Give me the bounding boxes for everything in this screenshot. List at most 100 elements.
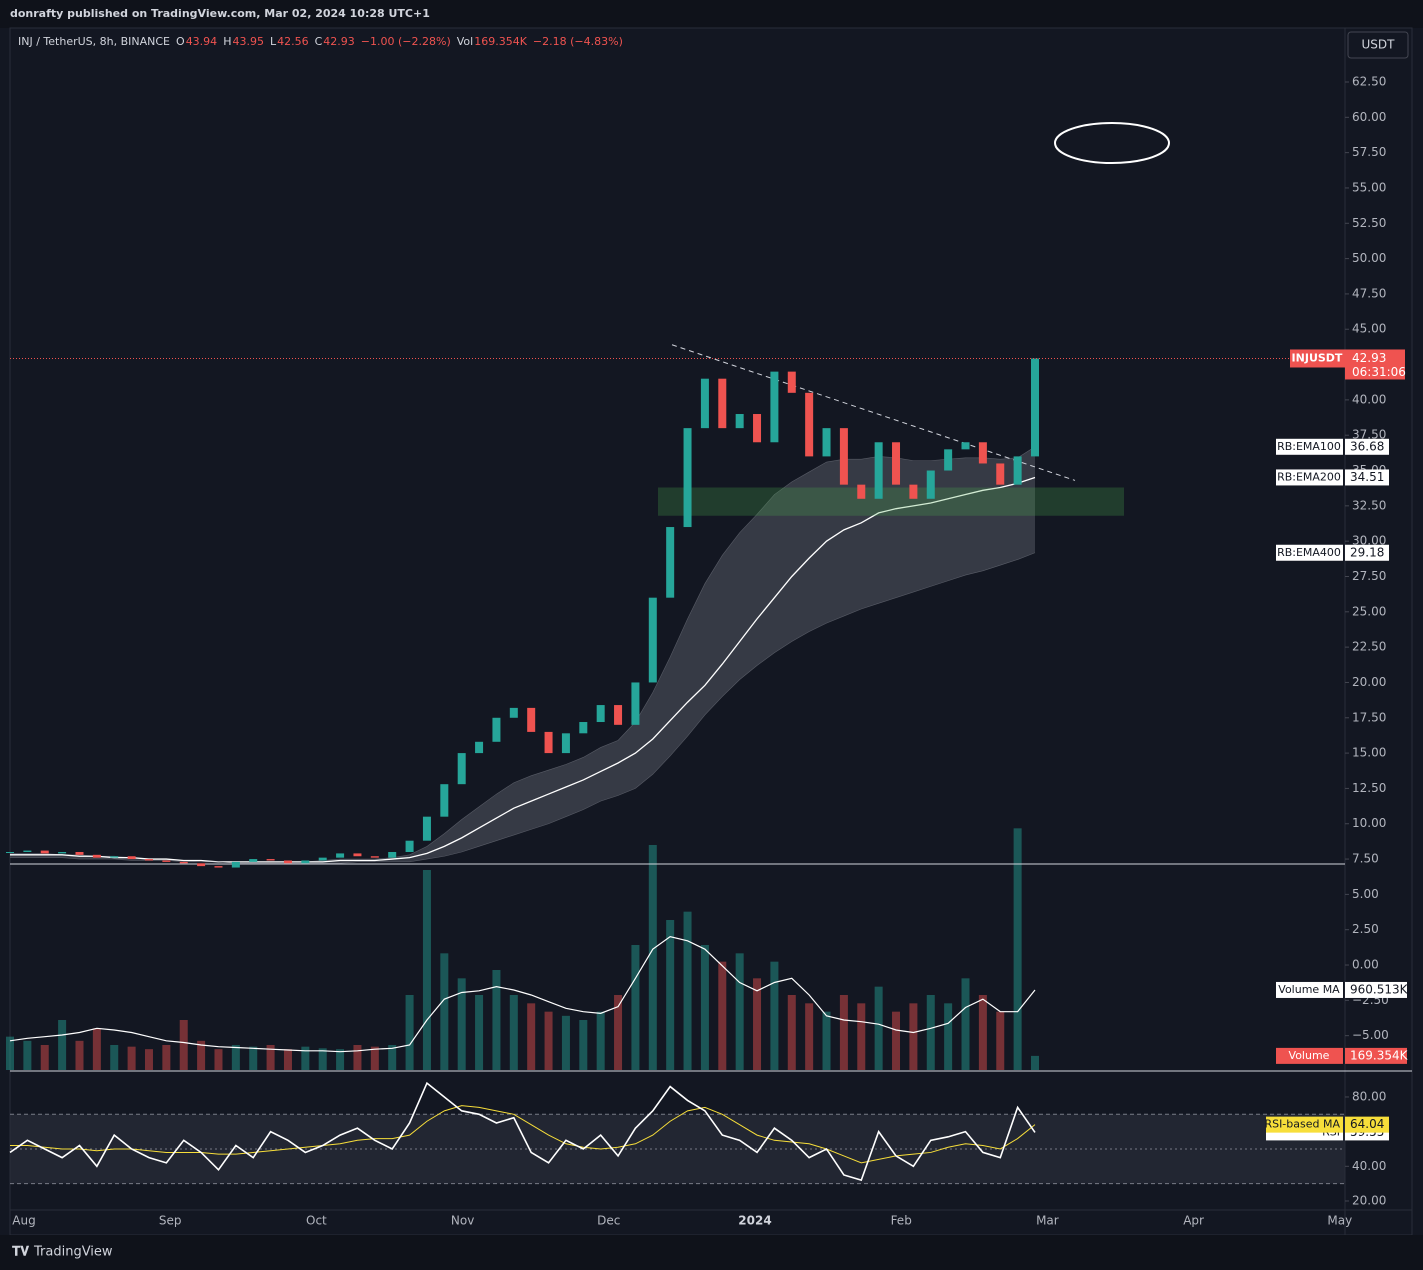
volume-bar xyxy=(266,1045,275,1070)
volume-bar xyxy=(92,1028,101,1070)
legend-item: Vol xyxy=(457,35,473,48)
volume-bar xyxy=(318,1048,327,1070)
currency-label[interactable]: USDT xyxy=(1362,38,1396,52)
price-tick-label: 0.00 xyxy=(1352,958,1379,972)
candle xyxy=(544,731,553,754)
volume-bar xyxy=(857,1003,866,1070)
price-tick-label: 7.50 xyxy=(1352,852,1379,866)
ema-name: RB:EMA200 xyxy=(1277,470,1341,483)
candle xyxy=(509,707,518,718)
time-tick-label: Dec xyxy=(597,1214,620,1228)
volume-bar xyxy=(596,1011,605,1070)
candle xyxy=(353,853,362,857)
volume-bar xyxy=(370,1046,379,1070)
volume-bar xyxy=(110,1045,119,1070)
candle xyxy=(753,414,762,443)
candle xyxy=(40,850,49,854)
candle xyxy=(214,866,223,868)
candle xyxy=(266,859,275,861)
candle xyxy=(1013,456,1022,485)
volume-bar xyxy=(440,953,449,1070)
price-tick-label: 57.50 xyxy=(1352,145,1386,159)
price-tick-label: 27.50 xyxy=(1352,569,1386,583)
candle xyxy=(75,851,84,855)
volume-bar xyxy=(770,961,779,1070)
price-tick-label: 32.50 xyxy=(1352,498,1386,512)
volume-bar xyxy=(214,1049,223,1070)
candle xyxy=(614,705,623,725)
ema-line xyxy=(10,552,1036,864)
candle xyxy=(249,859,258,862)
candle xyxy=(162,860,171,862)
price-tick-label: 50.00 xyxy=(1352,251,1386,265)
candle xyxy=(596,705,605,723)
candle xyxy=(718,378,727,429)
last-price-bg xyxy=(1345,349,1405,380)
candle xyxy=(92,854,101,858)
candle xyxy=(197,863,206,867)
rsi-tick-label: 20.00 xyxy=(1352,1193,1386,1207)
volume-bar xyxy=(75,1040,84,1070)
ema-value-bg xyxy=(1345,544,1389,561)
volume-bar xyxy=(405,995,414,1070)
rsi-value-bg xyxy=(1345,1116,1389,1133)
legend-item: 42.56 xyxy=(277,35,309,48)
volume-bar xyxy=(666,920,675,1070)
ema-value: 36.68 xyxy=(1350,439,1384,453)
drawn-ellipse xyxy=(1054,122,1170,164)
candle xyxy=(179,861,188,864)
candle xyxy=(440,784,449,817)
candle xyxy=(127,856,136,860)
candle xyxy=(1031,358,1039,457)
price-tick-label: 40.00 xyxy=(1352,392,1386,406)
published-note: donrafty published on TradingView.com, M… xyxy=(10,7,430,20)
candle xyxy=(978,442,987,464)
countdown-label: 06:31:06 xyxy=(1352,365,1406,379)
candle xyxy=(909,484,918,499)
candle xyxy=(944,449,953,471)
volume-bar xyxy=(700,945,709,1070)
volume-bar xyxy=(1013,828,1022,1070)
volume-bar xyxy=(127,1046,136,1070)
candle xyxy=(874,442,883,499)
legend-item: 169.354K xyxy=(474,35,527,48)
candle xyxy=(735,414,744,429)
candle xyxy=(144,859,153,861)
volume-bar xyxy=(822,1011,831,1070)
ema-name-bg xyxy=(1276,544,1343,561)
legend-item: −1.00 (−2.28%) xyxy=(361,35,451,48)
volume-bar xyxy=(249,1046,258,1070)
rsi-line xyxy=(10,1105,1036,1164)
candle xyxy=(996,463,1005,485)
currency-button[interactable] xyxy=(1347,31,1409,59)
time-tick-label: Sep xyxy=(159,1214,182,1228)
legend-item: H xyxy=(223,35,231,48)
volume-name-bg xyxy=(1276,981,1343,998)
volume-name: Volume xyxy=(1289,1049,1330,1062)
volume-bar xyxy=(944,1003,953,1070)
volume-bar xyxy=(422,870,431,1070)
candle xyxy=(822,428,831,457)
volume-bar xyxy=(475,995,484,1070)
legend-item: 43.94 xyxy=(186,35,218,48)
ema-band xyxy=(10,446,1035,864)
volume-bar xyxy=(579,1020,588,1070)
price-tick-label: 37.50 xyxy=(1352,428,1386,442)
symbol-label-bg xyxy=(1290,349,1345,368)
trendline xyxy=(671,344,1076,481)
time-tick-label: May xyxy=(1327,1214,1352,1228)
volume-bar xyxy=(283,1049,292,1070)
volume-bar xyxy=(509,995,518,1070)
price-tick-label: 52.50 xyxy=(1352,216,1386,230)
legend-item: INJ / TetherUS, 8h, BINANCE xyxy=(18,35,170,48)
price-tick-label: 2.50 xyxy=(1352,922,1379,936)
volume-bar xyxy=(231,1045,240,1070)
volume-bar xyxy=(648,845,657,1070)
rsi-line xyxy=(9,1081,1036,1182)
rsi-tick-label: 40.00 xyxy=(1352,1159,1386,1173)
volume-bar xyxy=(996,1011,1005,1070)
volume-bar xyxy=(561,1015,570,1070)
